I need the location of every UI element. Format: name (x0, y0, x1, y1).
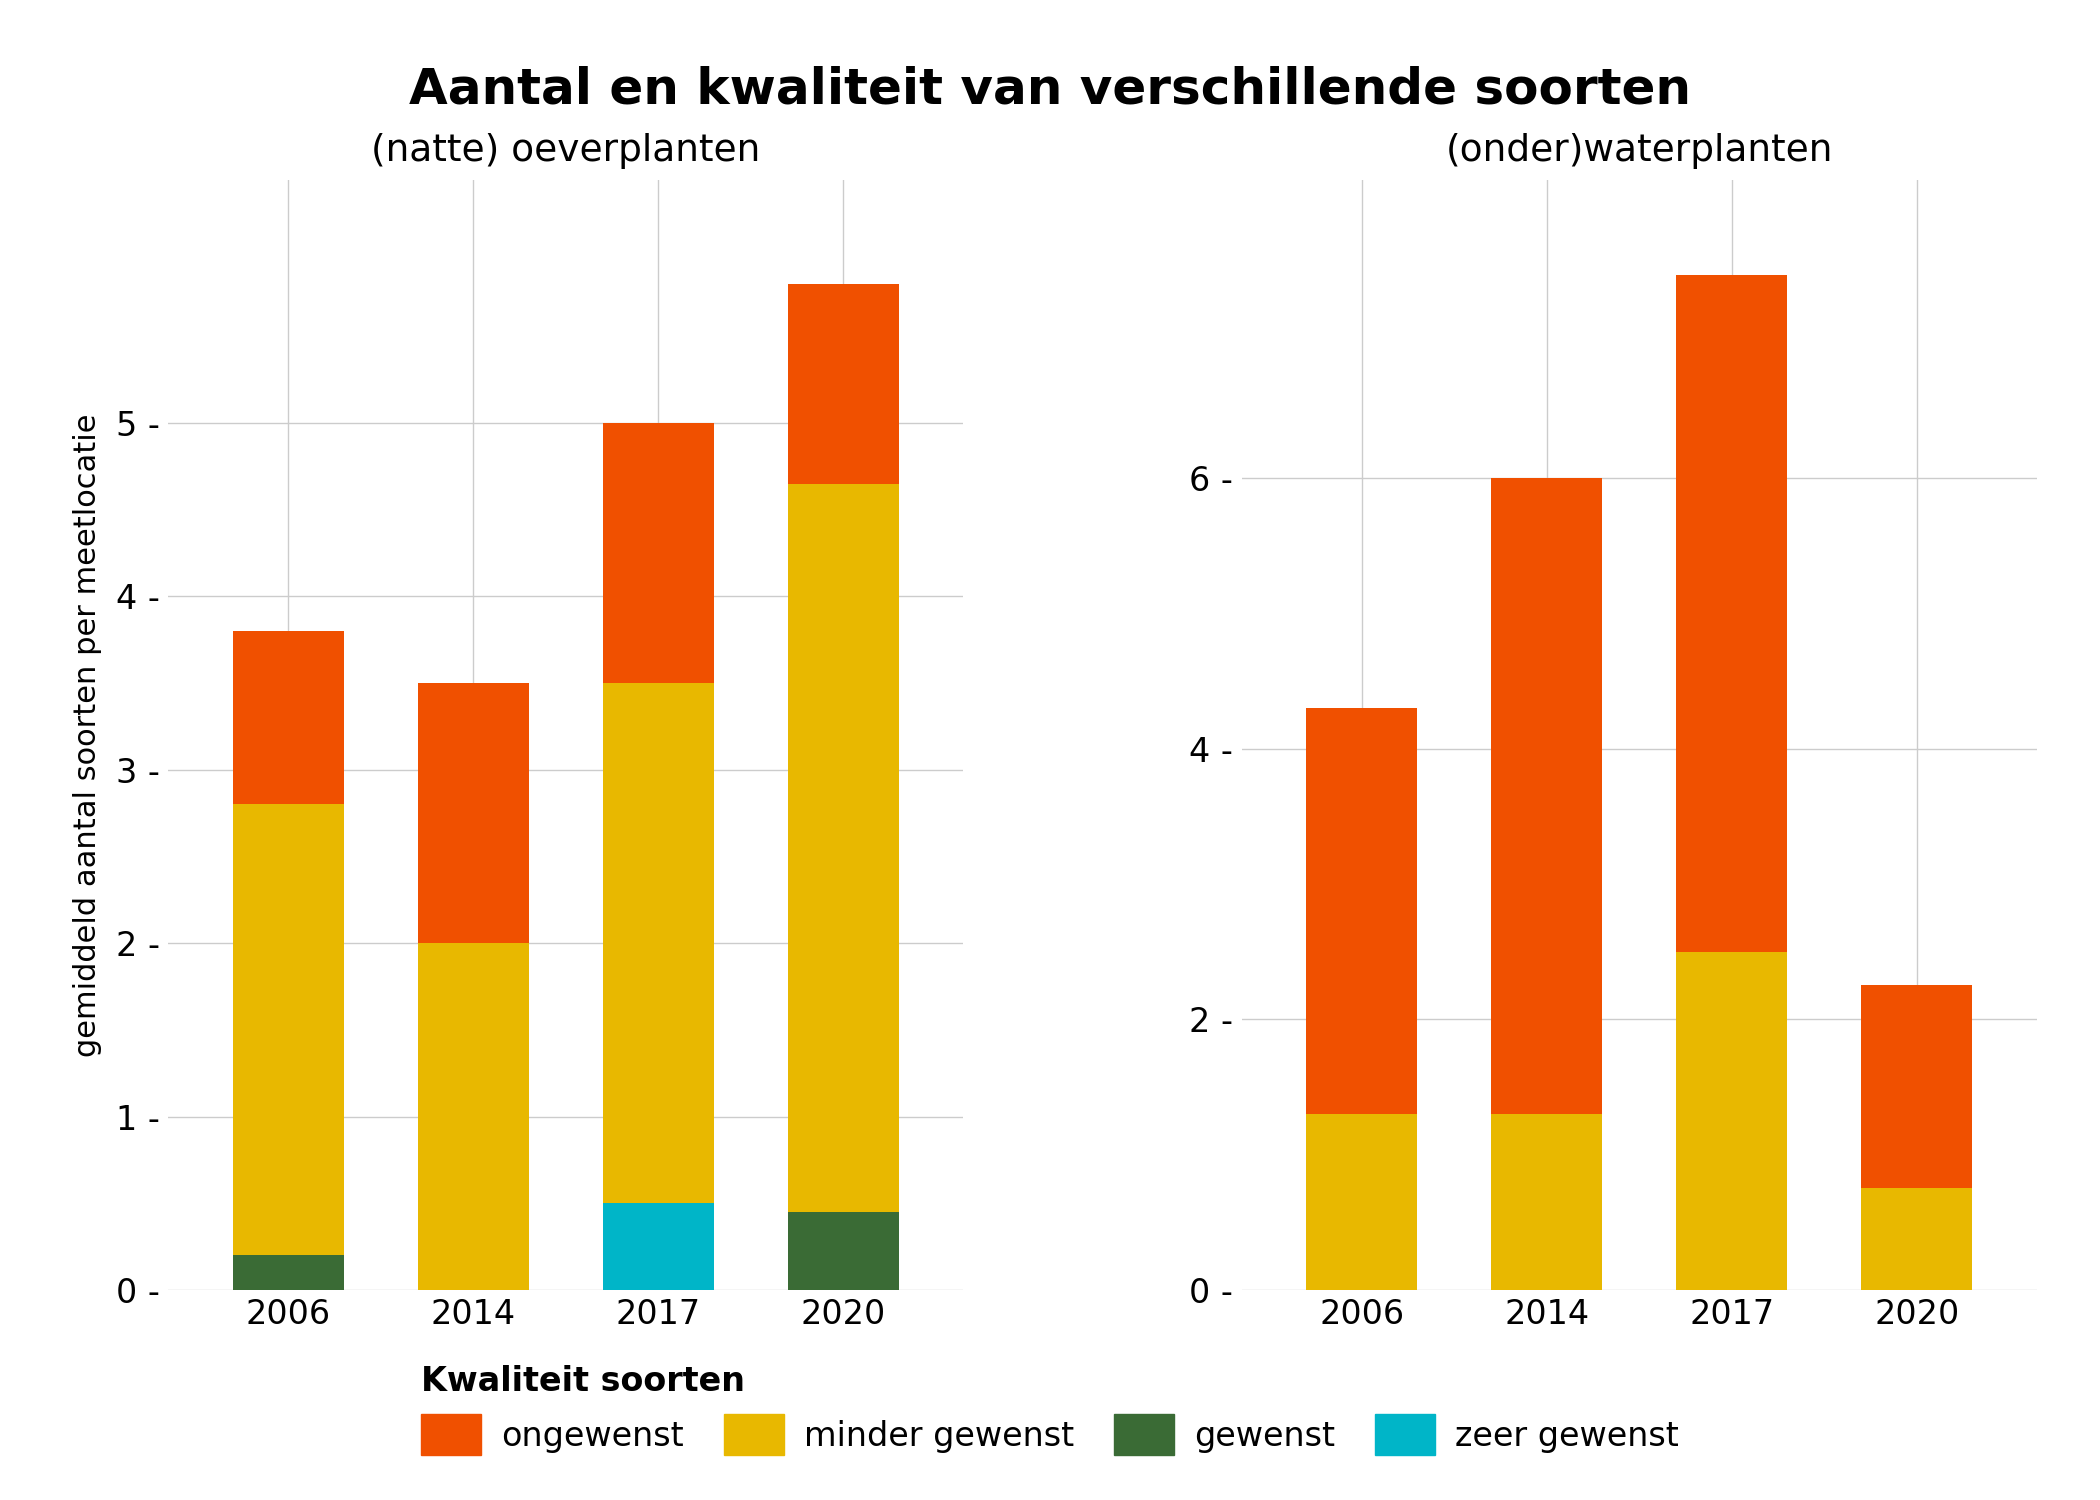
Bar (418, 944, 529, 1290)
Bar (603, 1203, 714, 1290)
Bar (1306, 1114, 1418, 1290)
Bar (1491, 1114, 1602, 1290)
Bar (603, 682, 714, 1203)
Bar (418, 682, 529, 944)
Bar (788, 1212, 899, 1290)
Bar (1676, 951, 1787, 1290)
Bar (603, 423, 714, 682)
Bar (1676, 274, 1787, 951)
Y-axis label: gemiddeld aantal soorten per meetlocatie: gemiddeld aantal soorten per meetlocatie (74, 414, 101, 1056)
Bar (233, 1256, 344, 1290)
Bar (788, 483, 899, 1212)
Bar (233, 804, 344, 1256)
Bar (1861, 986, 1972, 1188)
Title: (onder)waterplanten: (onder)waterplanten (1445, 132, 1833, 168)
Text: Aantal en kwaliteit van verschillende soorten: Aantal en kwaliteit van verschillende so… (410, 66, 1691, 114)
Bar (1491, 478, 1602, 1114)
Bar (233, 632, 344, 804)
Legend: ongewenst, minder gewenst, gewenst, zeer gewenst: ongewenst, minder gewenst, gewenst, zeer… (407, 1352, 1693, 1468)
Title: (natte) oeverplanten: (natte) oeverplanten (372, 132, 760, 168)
Bar (788, 284, 899, 483)
Bar (1306, 708, 1418, 1114)
Bar (1861, 1188, 1972, 1290)
